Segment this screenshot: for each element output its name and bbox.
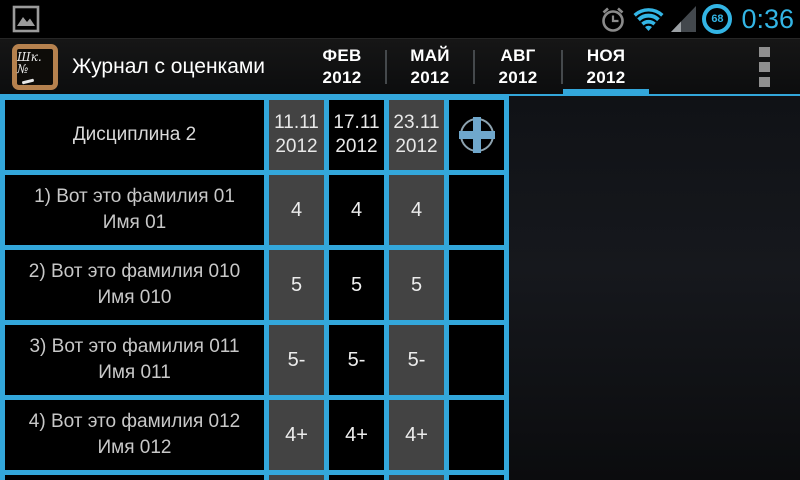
student-firstname: Имя 011 bbox=[98, 362, 171, 383]
tab-feb-2012[interactable]: ФЕВ 2012 bbox=[299, 39, 385, 94]
date-year: 2012 bbox=[395, 136, 438, 157]
action-bar: Шк.№ Журнал с оценками ФЕВ 2012 МАЙ 2012… bbox=[0, 38, 800, 96]
grade-cell-empty[interactable] bbox=[449, 175, 504, 245]
discipline-header-cell[interactable]: Дисциплина 2 bbox=[5, 100, 264, 170]
grade-cell[interactable]: 4+ bbox=[269, 400, 324, 470]
grade-cell[interactable]: 4+ bbox=[389, 400, 444, 470]
page-title: Журнал с оценками bbox=[72, 54, 266, 78]
discipline-label: Дисциплина 2 bbox=[72, 124, 197, 145]
student-firstname: Имя 012 bbox=[97, 437, 172, 458]
grade-cell[interactable]: 5- bbox=[389, 325, 444, 395]
grade-cell[interactable] bbox=[269, 475, 324, 480]
grade-cell[interactable]: 4 bbox=[329, 175, 384, 245]
tab-month-label: ФЕВ bbox=[322, 45, 362, 65]
date-year: 2012 bbox=[275, 136, 318, 157]
tab-month-label: НОЯ bbox=[586, 45, 626, 65]
grade-cell[interactable]: 5- bbox=[269, 325, 324, 395]
date-column-header[interactable]: 17.11 2012 bbox=[329, 100, 384, 170]
student-name-cell[interactable]: 1) Вот это фамилия 01 Имя 01 bbox=[5, 175, 264, 245]
grade-cell[interactable]: 4 bbox=[389, 175, 444, 245]
status-bar: 68 0:36 bbox=[0, 0, 800, 38]
grade-cell[interactable]: 5 bbox=[269, 250, 324, 320]
grade-cell-empty[interactable] bbox=[449, 325, 504, 395]
plus-circle-icon bbox=[458, 117, 495, 153]
student-name-cell[interactable]: 3) Вот это фамилия 011 Имя 011 bbox=[5, 325, 264, 395]
signal-strength-icon bbox=[670, 5, 697, 33]
student-surname: 4) Вот это фамилия 012 bbox=[28, 411, 241, 432]
date-day: 11.11 bbox=[274, 112, 319, 133]
student-firstname: Имя 01 bbox=[102, 212, 167, 233]
chalk-icon bbox=[21, 78, 35, 84]
screenshot-notification-icon bbox=[12, 5, 40, 33]
student-name-cell-partial[interactable] bbox=[5, 475, 264, 480]
grade-cell[interactable] bbox=[389, 475, 444, 480]
date-year: 2012 bbox=[335, 136, 378, 157]
alarm-icon bbox=[599, 4, 627, 34]
grade-cell[interactable]: 4+ bbox=[329, 400, 384, 470]
tab-may-2012[interactable]: МАЙ 2012 bbox=[387, 39, 473, 94]
add-date-column-button[interactable] bbox=[449, 100, 504, 170]
app-icon[interactable]: Шк.№ bbox=[12, 43, 58, 90]
wifi-icon bbox=[632, 5, 665, 33]
tab-month-label: АВГ bbox=[500, 45, 536, 65]
tab-year-label: 2012 bbox=[410, 67, 450, 87]
tab-nov-2012[interactable]: НОЯ 2012 bbox=[563, 39, 650, 96]
student-name-cell[interactable]: 2) Вот это фамилия 010 Имя 010 bbox=[5, 250, 264, 320]
battery-percent: 68 bbox=[711, 12, 724, 25]
grade-cell[interactable]: 5 bbox=[329, 250, 384, 320]
battery-circle-icon: 68 bbox=[702, 4, 733, 34]
date-day: 17.11 bbox=[333, 112, 380, 133]
tab-aug-2012[interactable]: АВГ 2012 bbox=[475, 39, 561, 94]
tab-year-label: 2012 bbox=[586, 67, 626, 87]
student-surname: 3) Вот это фамилия 011 bbox=[29, 336, 240, 357]
content-area: Дисциплина 2 11.11 2012 17.11 2012 23.11… bbox=[0, 96, 800, 480]
date-day: 23.11 bbox=[393, 112, 440, 133]
date-column-header[interactable]: 23.11 2012 bbox=[389, 100, 444, 170]
grade-cell[interactable]: 5- bbox=[329, 325, 384, 395]
grade-cell-empty[interactable] bbox=[449, 250, 504, 320]
clock-time: 0:36 bbox=[741, 3, 794, 34]
grade-cell[interactable]: 5 bbox=[389, 250, 444, 320]
tab-divider bbox=[385, 49, 388, 84]
student-surname: 2) Вот это фамилия 010 bbox=[28, 261, 241, 282]
overflow-menu-icon[interactable] bbox=[755, 43, 774, 91]
tab-year-label: 2012 bbox=[498, 67, 538, 87]
grades-table: Дисциплина 2 11.11 2012 17.11 2012 23.11… bbox=[0, 96, 509, 480]
student-name-cell[interactable]: 4) Вот это фамилия 012 Имя 012 bbox=[5, 400, 264, 470]
tab-divider bbox=[561, 49, 564, 84]
grade-cell-empty[interactable] bbox=[449, 475, 504, 480]
app-icon-label: Шк.№ bbox=[17, 49, 42, 76]
student-surname: 1) Вот это фамилия 01 bbox=[34, 186, 235, 207]
grade-cell[interactable]: 4 bbox=[269, 175, 324, 245]
tab-year-label: 2012 bbox=[322, 67, 362, 87]
student-firstname: Имя 010 bbox=[97, 287, 172, 308]
grade-cell-empty[interactable] bbox=[449, 400, 504, 470]
date-column-header[interactable]: 11.11 2012 bbox=[269, 100, 324, 170]
month-tabs: ФЕВ 2012 МАЙ 2012 АВГ 2012 НОЯ 2012 bbox=[299, 39, 650, 96]
grade-cell[interactable] bbox=[329, 475, 384, 480]
tab-divider bbox=[473, 49, 476, 84]
tab-month-label: МАЙ bbox=[410, 45, 450, 65]
